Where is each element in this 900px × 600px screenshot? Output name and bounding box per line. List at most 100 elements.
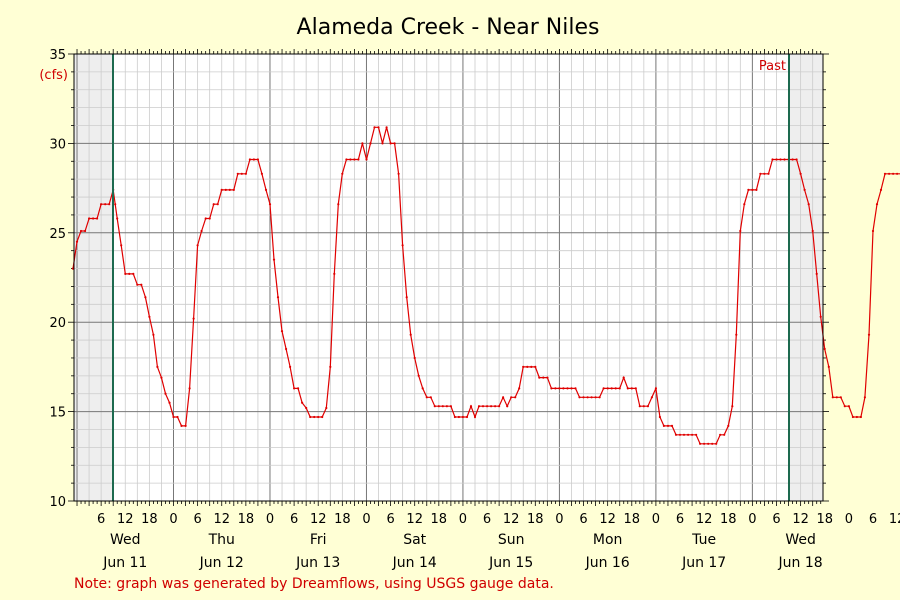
data-point [437, 405, 440, 408]
x-hour-label: 12 [406, 512, 423, 527]
data-point [136, 283, 139, 286]
x-hour-label: 18 [720, 512, 737, 527]
data-point [779, 158, 782, 161]
x-hour-label: 18 [141, 512, 158, 527]
data-point [811, 229, 814, 233]
data-point [164, 392, 167, 395]
data-point [892, 172, 895, 175]
data-point [715, 442, 718, 445]
day-weekday-label: Tue [691, 532, 716, 548]
data-point [791, 158, 794, 161]
data-point [670, 424, 674, 427]
data-point [739, 229, 742, 233]
data-point [268, 203, 272, 206]
y-tick-label: 25 [49, 227, 66, 242]
data-point [200, 229, 203, 233]
data-point [321, 415, 324, 419]
data-point [566, 387, 569, 390]
day-date-label: Jun 13 [295, 555, 340, 571]
data-point [851, 415, 855, 419]
data-point [325, 406, 328, 410]
data-point [691, 433, 694, 436]
x-hour-label: 18 [431, 512, 448, 527]
data-point [409, 333, 412, 336]
x-hour-label: 18 [624, 512, 641, 527]
data-point [244, 172, 247, 175]
data-point [309, 415, 312, 419]
data-point [417, 374, 420, 377]
day-weekday-label: Wed [785, 532, 816, 548]
data-point [711, 442, 714, 445]
data-point [108, 203, 111, 206]
day-date-label: Jun 15 [488, 555, 533, 571]
data-point [196, 244, 199, 247]
data-point [433, 405, 436, 408]
data-point [160, 376, 163, 379]
data-point [823, 347, 826, 351]
x-hour-label: 18 [527, 512, 544, 527]
range-markers [112, 54, 790, 501]
data-point [735, 333, 738, 336]
data-point [469, 405, 473, 408]
data-point [357, 158, 360, 161]
y-tick-label: 15 [49, 406, 66, 421]
data-point [642, 405, 645, 408]
day-date-label: Jun 18 [778, 555, 823, 571]
data-point [598, 396, 601, 399]
data-point [650, 396, 654, 399]
y-axis-labels: 10 15 20 25 30 35 [49, 48, 66, 510]
data-point [204, 217, 207, 220]
x-hour-label: 6 [193, 512, 201, 527]
data-point [449, 405, 452, 408]
day-date-label: Jun 17 [681, 555, 726, 571]
y-tick-label: 30 [49, 137, 66, 152]
data-point [152, 333, 155, 336]
data-point [638, 405, 641, 408]
data-point [445, 405, 448, 408]
data-point [743, 203, 746, 206]
data-point [92, 217, 95, 220]
data-point [280, 330, 284, 333]
data-point [654, 387, 658, 390]
data-point [132, 272, 135, 275]
data-point [703, 442, 706, 445]
data-point [381, 142, 384, 145]
data-point [79, 229, 83, 233]
data-point [337, 203, 340, 206]
data-point [799, 172, 802, 175]
data-point [807, 203, 810, 206]
data-point [747, 188, 750, 191]
data-point [674, 433, 678, 436]
data-point [96, 217, 99, 220]
data-point [272, 258, 276, 261]
data-point [498, 405, 501, 408]
data-point [590, 396, 593, 399]
data-point [313, 415, 316, 419]
data-point [140, 283, 143, 286]
data-point [75, 240, 79, 243]
data-point [839, 396, 842, 399]
chart-title: Alameda Creek - Near Niles [297, 15, 600, 40]
data-point [763, 172, 766, 175]
data-point [622, 376, 625, 379]
x-hour-label: 12 [310, 512, 327, 527]
x-hour-label: 12 [792, 512, 809, 527]
data-point [562, 387, 565, 390]
data-point [602, 387, 605, 390]
x-hour-label: 12 [503, 512, 520, 527]
data-point [731, 405, 734, 408]
data-point [554, 387, 557, 390]
data-point [867, 333, 871, 336]
data-point [847, 405, 851, 408]
x-hour-label: 0 [362, 512, 370, 527]
data-point [538, 376, 541, 379]
data-point [795, 158, 798, 161]
data-point [767, 172, 770, 175]
data-point [699, 442, 702, 445]
data-point [156, 365, 159, 368]
data-point [114, 203, 117, 206]
data-point [361, 142, 364, 145]
y-tick-label: 20 [49, 316, 66, 331]
data-point [879, 188, 883, 191]
data-point [815, 272, 818, 275]
